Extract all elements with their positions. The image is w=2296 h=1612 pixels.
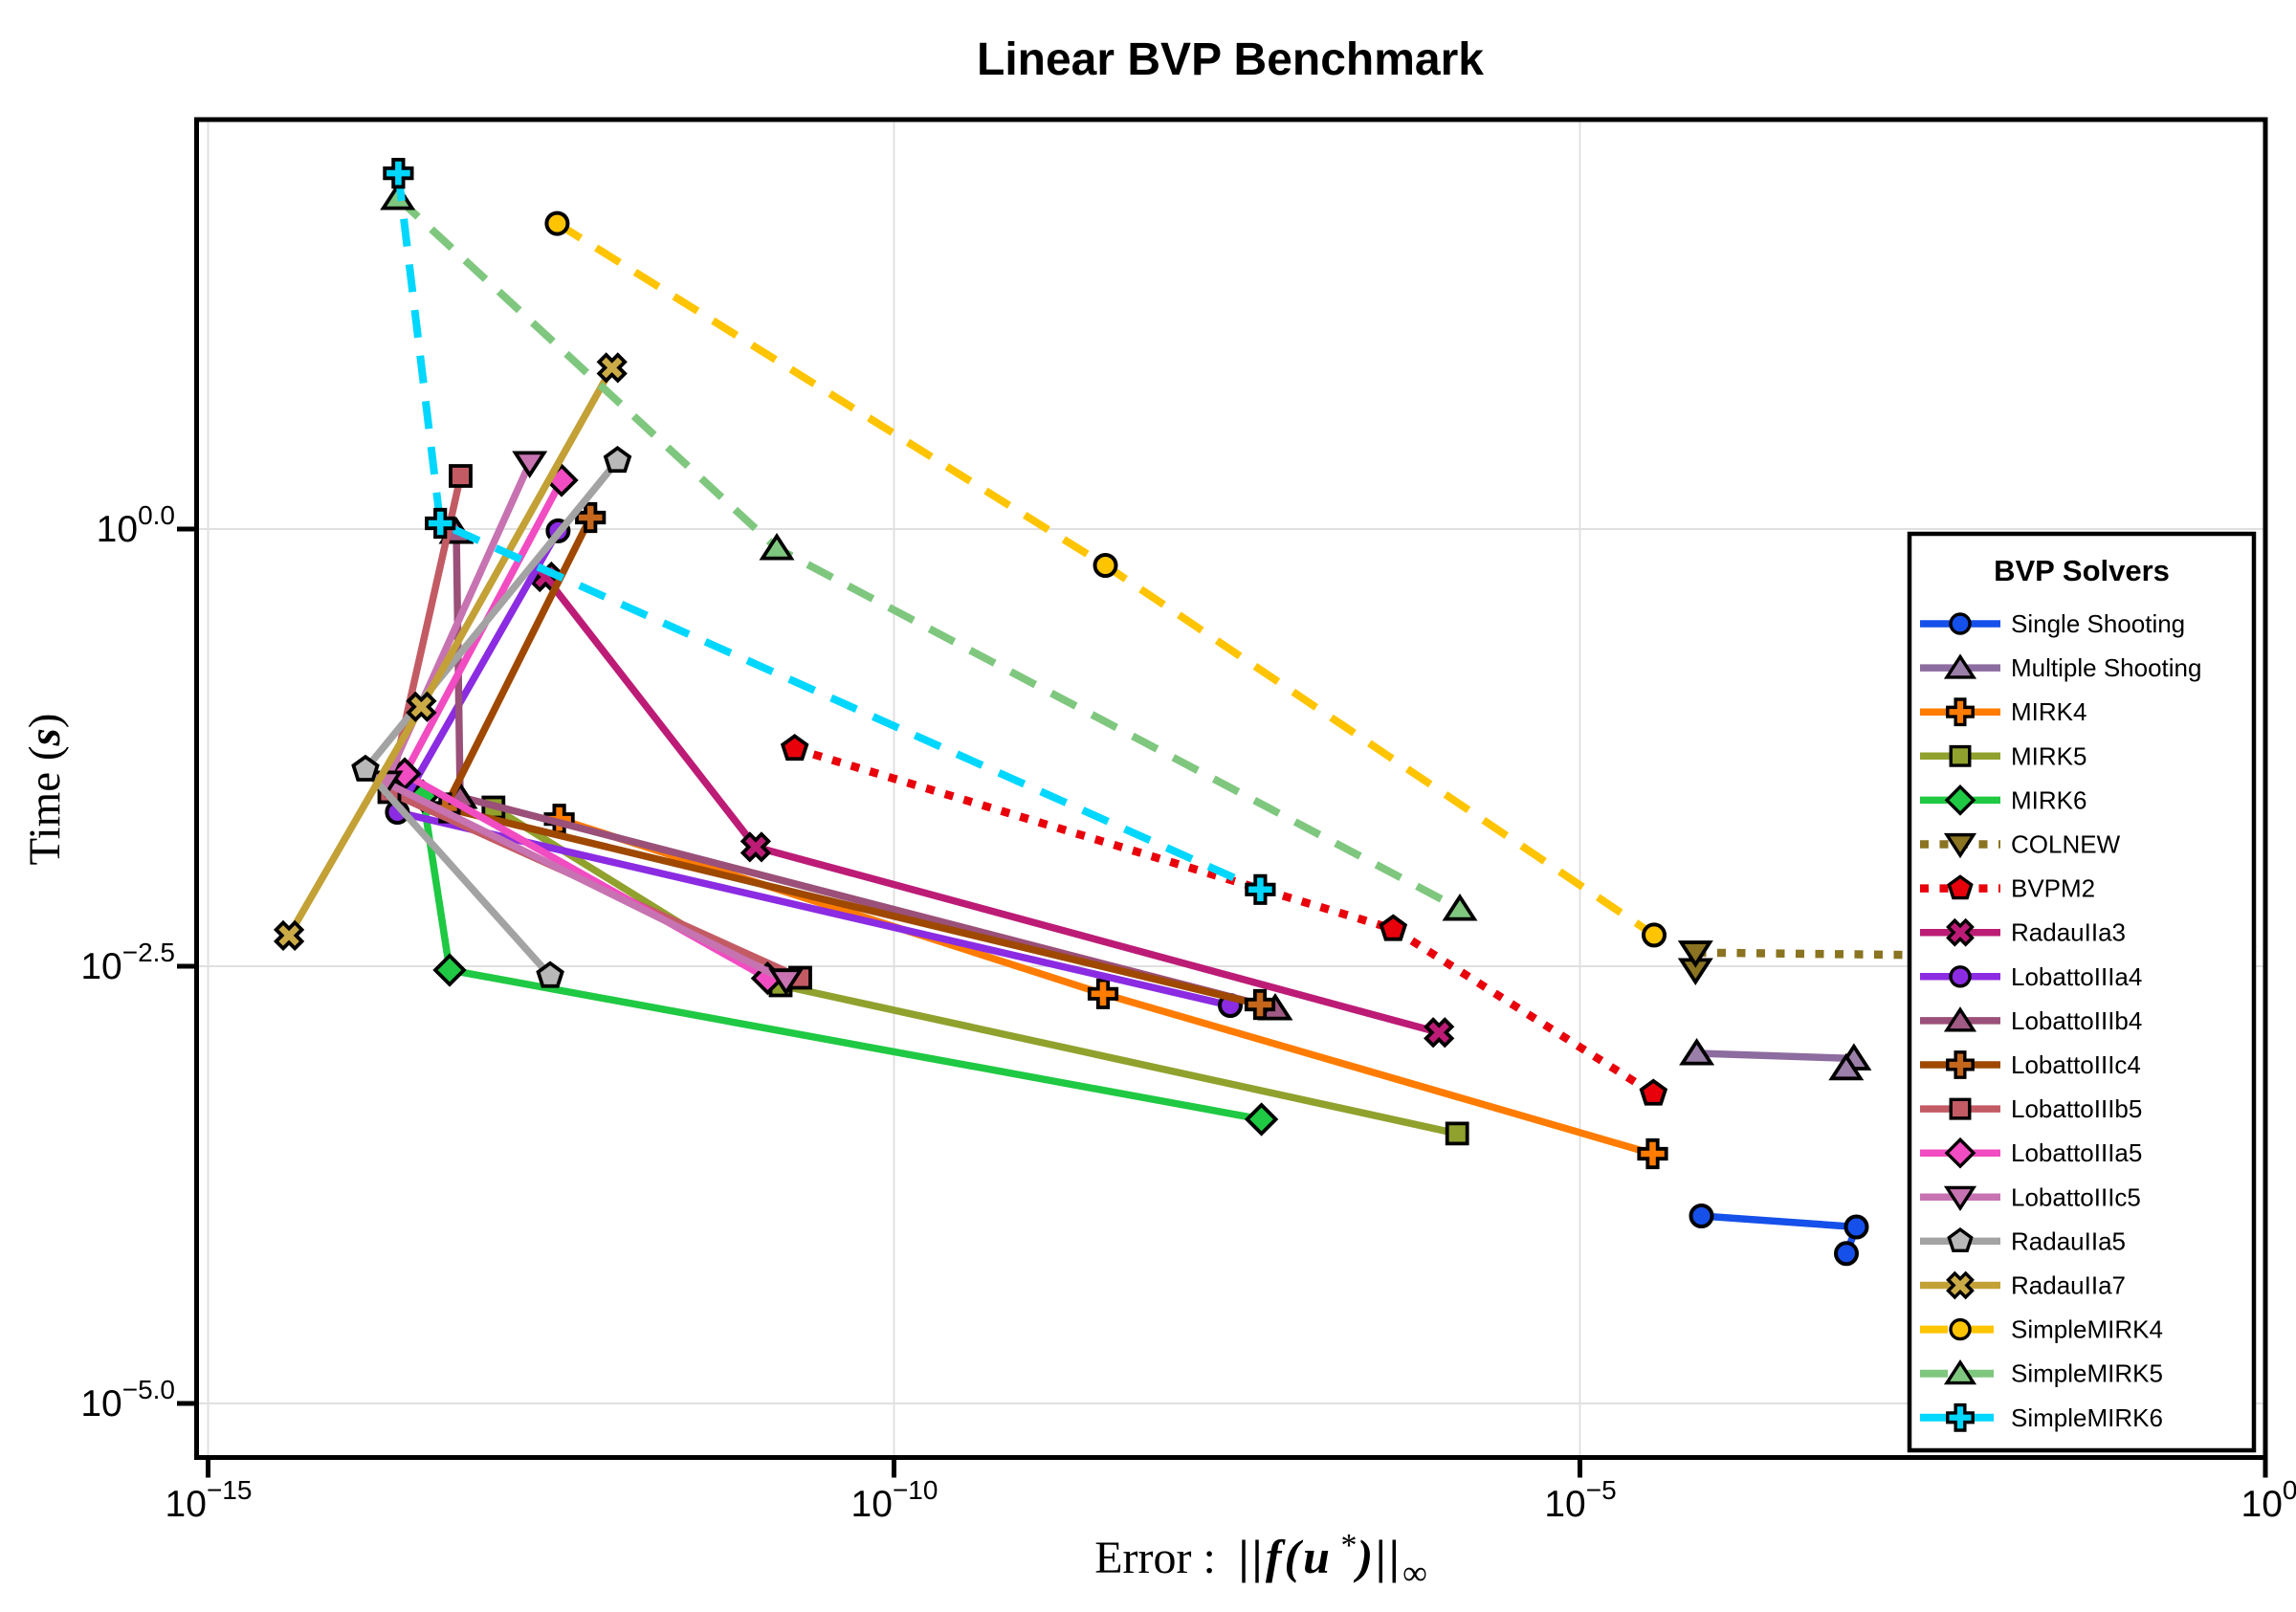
svg-text:Single Shooting: Single Shooting [2011, 609, 2185, 638]
svg-text:LobattoIIIc5: LobattoIIIc5 [2011, 1182, 2141, 1211]
svg-text:BVPM2: BVPM2 [2011, 874, 2095, 903]
svg-text:SimpleMIRK5: SimpleMIRK5 [2011, 1359, 2163, 1388]
svg-text:COLNEW: COLNEW [2011, 830, 2121, 859]
svg-text:RadauIIa7: RadauIIa7 [2011, 1271, 2126, 1300]
svg-text:LobattoIIIc4: LobattoIIIc4 [2011, 1050, 2141, 1079]
svg-text:LobattoIIIa5: LobattoIIIa5 [2011, 1138, 2142, 1167]
svg-text:10−10: 10−10 [851, 1475, 938, 1525]
svg-text:Linear BVP Benchmark: Linear BVP Benchmark [977, 34, 1484, 85]
svg-text:Time (s): Time (s) [20, 714, 70, 866]
svg-text:LobattoIIIb4: LobattoIIIb4 [2011, 1006, 2142, 1035]
svg-text:MIRK5: MIRK5 [2011, 741, 2086, 770]
svg-text:Multiple Shooting: Multiple Shooting [2011, 653, 2201, 682]
svg-text:RadauIIa5: RadauIIa5 [2011, 1226, 2126, 1255]
svg-text:MIRK6: MIRK6 [2011, 785, 2086, 814]
svg-text:RadauIIa3: RadauIIa3 [2011, 918, 2126, 947]
svg-text:SimpleMIRK4: SimpleMIRK4 [2011, 1315, 2163, 1344]
svg-text:100: 100 [2241, 1475, 2296, 1525]
svg-text:10−15: 10−15 [166, 1475, 253, 1525]
svg-text:LobattoIIIb5: LobattoIIIb5 [2011, 1094, 2142, 1123]
svg-text:BVP Solvers: BVP Solvers [1994, 554, 2170, 587]
svg-text:Error : ||f(u *)||∞: Error : ||f(u *)||∞ [1094, 1528, 1427, 1592]
svg-text:LobattoIIIa4: LobattoIIIa4 [2011, 962, 2142, 991]
svg-text:MIRK4: MIRK4 [2011, 697, 2086, 726]
svg-text:SimpleMIRK6: SimpleMIRK6 [2011, 1403, 2163, 1432]
